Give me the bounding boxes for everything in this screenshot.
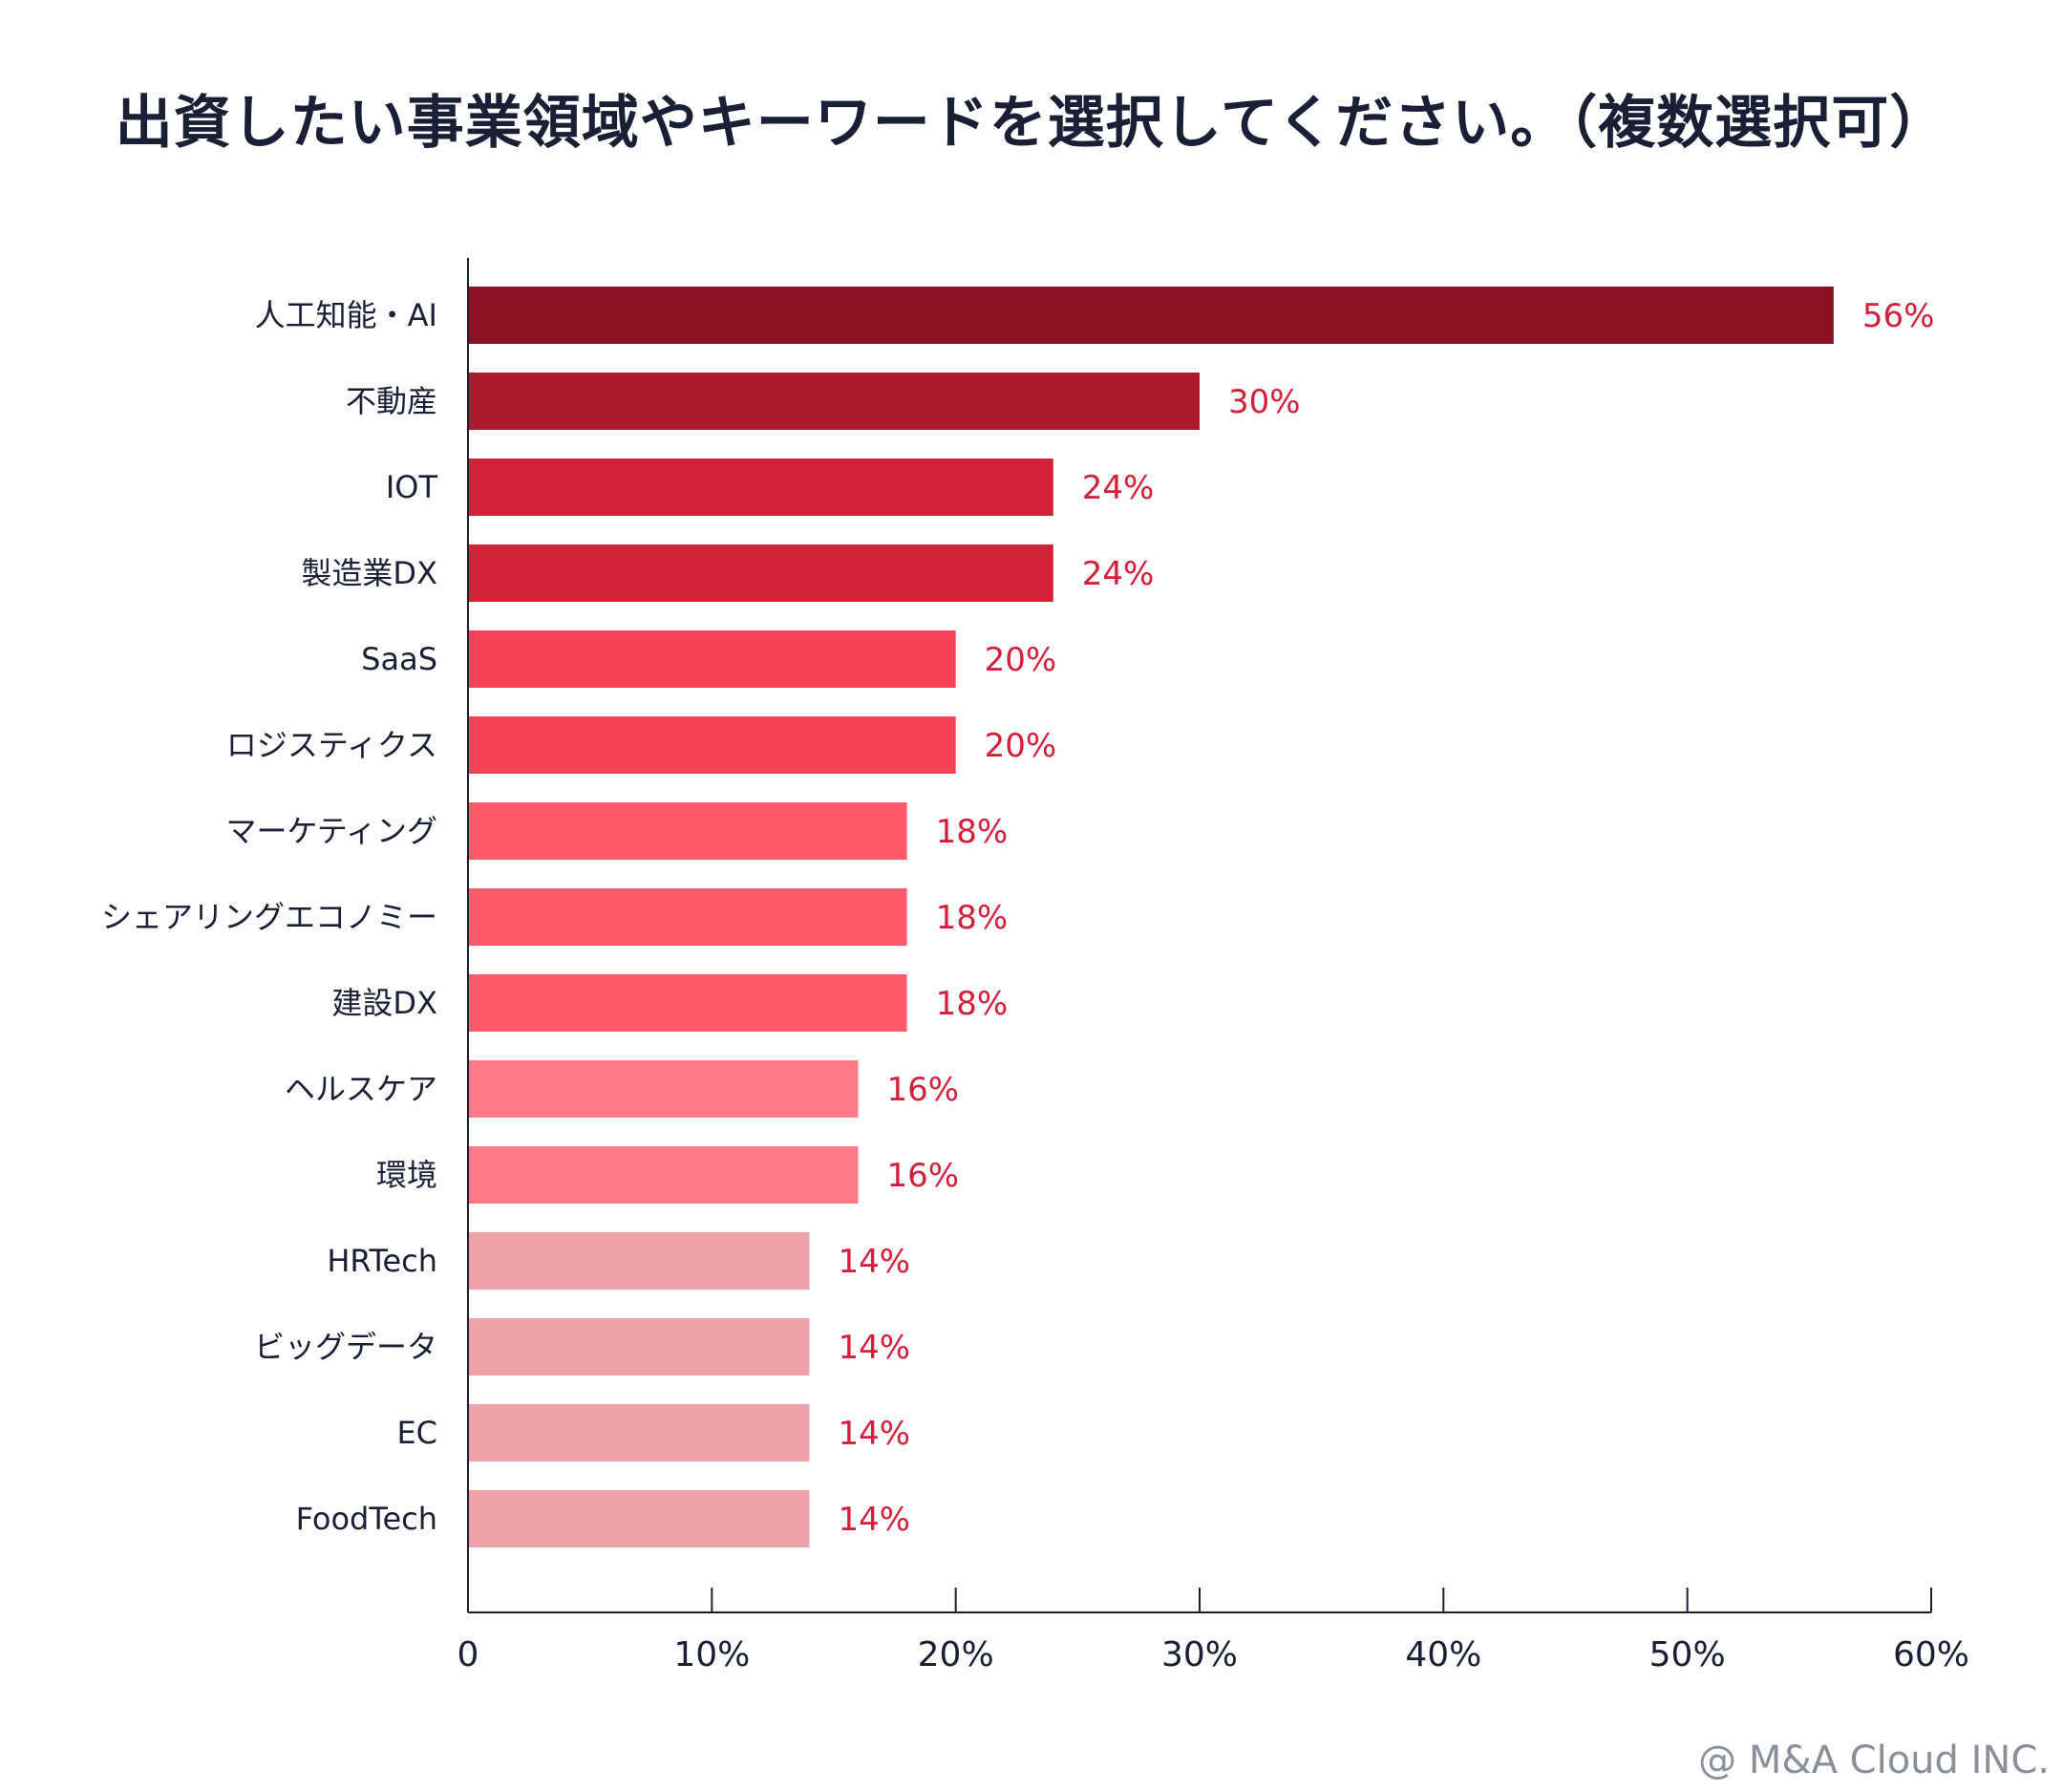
value-label: 24% xyxy=(1082,469,1155,507)
category-label: IOT xyxy=(386,469,438,505)
bar-3 xyxy=(468,544,1053,602)
category-label: 人工知能・AI xyxy=(255,297,437,333)
copyright-text: @ M&A Cloud INC. xyxy=(1698,1739,2050,1782)
value-label: 18% xyxy=(936,899,1009,937)
value-label: 18% xyxy=(936,813,1009,851)
value-label: 20% xyxy=(985,727,1057,765)
bar-13 xyxy=(468,1404,810,1461)
value-label: 16% xyxy=(887,1071,960,1109)
bar-12 xyxy=(468,1318,810,1376)
x-tick-label: 10% xyxy=(673,1635,750,1675)
bar-11 xyxy=(468,1232,810,1290)
category-label: HRTech xyxy=(327,1243,437,1279)
category-label: SaaS xyxy=(361,641,437,677)
x-tick-label: 30% xyxy=(1161,1635,1238,1675)
value-label: 24% xyxy=(1082,555,1155,593)
category-label: ヘルスケア xyxy=(285,1071,437,1107)
value-label: 14% xyxy=(838,1243,910,1281)
bar-6 xyxy=(468,802,907,860)
value-label: 14% xyxy=(838,1501,910,1539)
bars-layer: 人工知能・AI 56% 不動産 30% IOT 24% 製造業DX 24% SaaS 20% ロジス… xyxy=(101,287,1934,1547)
value-label: 16% xyxy=(887,1157,960,1195)
bar-10 xyxy=(468,1146,859,1204)
x-axis: 0 10% 20% 30% 40% 50% 60% xyxy=(457,258,1969,1675)
category-label: 製造業DX xyxy=(301,555,437,591)
value-label: 30% xyxy=(1228,383,1301,421)
value-label: 14% xyxy=(838,1415,910,1453)
x-tick-label: 0 xyxy=(457,1635,479,1675)
chart-title: 出資したい事業領域やキーワードを選択してください。（複数選択可） xyxy=(115,90,1948,157)
x-tick-label: 40% xyxy=(1405,1635,1481,1675)
x-tick-label: 60% xyxy=(1893,1635,1969,1675)
bar-7 xyxy=(468,888,907,946)
category-label: 建設DX xyxy=(331,985,437,1021)
category-label: シェアリングエコノミー xyxy=(101,899,437,935)
category-label: マーケティング xyxy=(226,813,437,849)
bar-2 xyxy=(468,459,1053,516)
category-label: ロジスティクス xyxy=(226,727,437,763)
value-label: 56% xyxy=(1862,297,1935,335)
value-label: 18% xyxy=(936,985,1009,1023)
bar-9 xyxy=(468,1060,859,1118)
bar-4 xyxy=(468,630,956,688)
bar-5 xyxy=(468,716,956,774)
value-label: 20% xyxy=(985,641,1057,679)
bar-1 xyxy=(468,373,1200,430)
category-label: 環境 xyxy=(376,1157,437,1193)
bar-0 xyxy=(468,287,1834,344)
category-label: 不動産 xyxy=(346,383,437,419)
bar-14 xyxy=(468,1490,810,1547)
x-tick-label: 20% xyxy=(918,1635,994,1675)
category-label: FoodTech xyxy=(296,1501,437,1537)
x-tick-label: 50% xyxy=(1649,1635,1726,1675)
value-label: 14% xyxy=(838,1329,910,1367)
bar-8 xyxy=(468,974,907,1032)
category-label: ビッグデータ xyxy=(254,1329,437,1365)
category-label: EC xyxy=(396,1415,437,1451)
